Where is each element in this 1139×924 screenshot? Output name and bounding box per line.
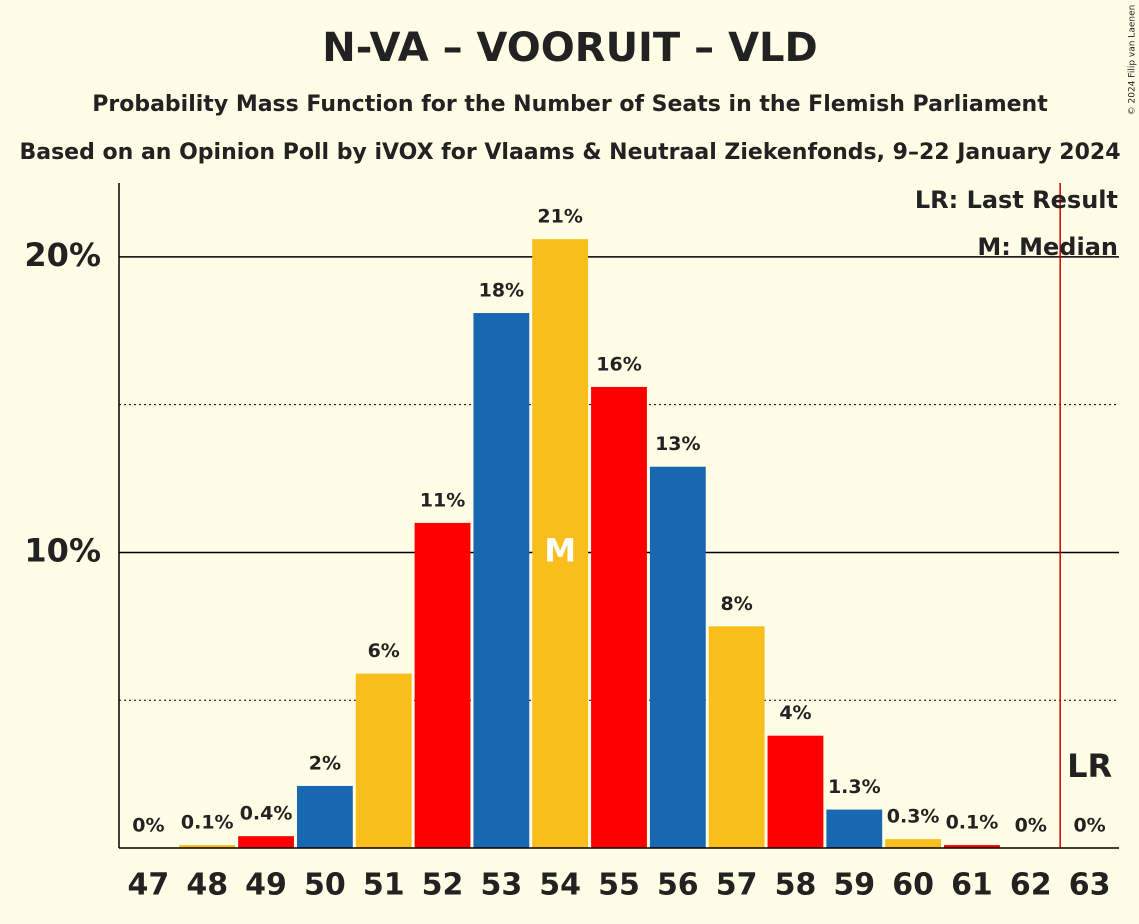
median-marker: M (544, 531, 576, 569)
bar (238, 836, 294, 848)
x-tick-label: 56 (657, 868, 699, 903)
value-label: 21% (537, 206, 582, 228)
bar (355, 673, 412, 848)
y-tick-label: 20% (24, 236, 101, 274)
x-tick-label: 47 (128, 868, 170, 903)
last-result-marker: LR (1067, 747, 1112, 785)
chart-subtitle: Probability Mass Function for the Number… (92, 92, 1048, 117)
legend-entry: M: Median (977, 233, 1118, 261)
value-label: 18% (479, 280, 524, 302)
value-label: 13% (655, 433, 700, 455)
x-tick-label: 58 (775, 868, 817, 903)
value-label: 2% (309, 752, 341, 774)
value-label: 1.3% (828, 776, 881, 798)
bar (885, 839, 942, 848)
bar (296, 785, 353, 848)
value-label: 0.3% (887, 806, 940, 828)
legend-entry: LR: Last Result (915, 186, 1118, 214)
x-tick-label: 59 (833, 868, 875, 903)
value-label: 0.4% (240, 803, 293, 825)
x-tick-label: 63 (1069, 868, 1111, 903)
value-label: 16% (596, 353, 641, 375)
x-tick-label: 51 (363, 868, 405, 903)
bar (708, 626, 765, 848)
value-label: 0% (1073, 815, 1105, 837)
value-label: 0.1% (181, 812, 234, 834)
x-tick-label: 50 (304, 868, 346, 903)
x-tick-label: 60 (892, 868, 934, 903)
x-tick-label: 62 (1010, 868, 1052, 903)
chart-title: N-VA – VOORUIT – VLD (322, 25, 817, 71)
x-tick-label: 48 (186, 868, 228, 903)
value-label: 0% (132, 815, 164, 837)
x-tick-label: 55 (598, 868, 640, 903)
value-label: 4% (779, 702, 811, 724)
x-tick-label: 52 (422, 868, 464, 903)
value-label: 11% (420, 489, 465, 511)
bar (767, 735, 824, 848)
chart-source: Based on an Opinion Poll by iVOX for Vla… (19, 140, 1120, 165)
bar (532, 239, 589, 849)
bar (414, 522, 471, 848)
copyright: © 2024 Filip van Laenen (1128, 5, 1138, 116)
x-tick-label: 49 (245, 868, 287, 903)
value-label: 6% (368, 640, 400, 662)
value-label: 0.1% (946, 812, 999, 834)
value-label: 0% (1015, 815, 1047, 837)
bar (944, 845, 1000, 848)
bar (826, 809, 883, 848)
x-tick-label: 54 (539, 868, 581, 903)
bar (473, 313, 530, 848)
value-label: 8% (721, 593, 753, 615)
bar (591, 386, 647, 848)
bar (179, 845, 236, 848)
y-tick-label: 10% (24, 531, 101, 569)
bar (649, 466, 706, 848)
x-tick-label: 53 (480, 868, 522, 903)
x-tick-label: 57 (716, 868, 758, 903)
x-tick-label: 61 (951, 868, 993, 903)
